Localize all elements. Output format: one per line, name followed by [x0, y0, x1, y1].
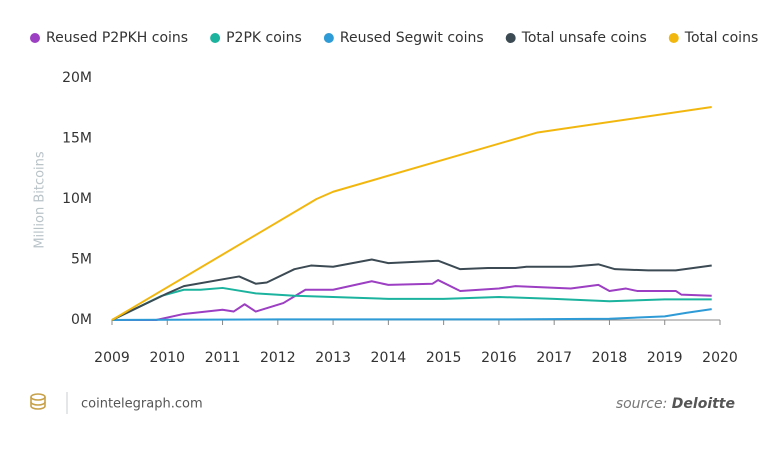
- x-tick-label: 2013: [315, 350, 351, 366]
- site-name: cointelegraph.com: [81, 397, 203, 412]
- y-axis-label: Million Bitcoins: [33, 151, 48, 249]
- legend-label: Reused P2PKH coins: [46, 30, 188, 46]
- legend-label: Reused Segwit coins: [340, 30, 484, 46]
- logo: [30, 393, 46, 410]
- legend-label: Total unsafe coins: [521, 30, 647, 46]
- legend-swatch: [210, 33, 221, 43]
- series-line: [112, 279, 712, 321]
- x-tick-label: 2009: [94, 350, 130, 366]
- x-tick-label: 2020: [702, 350, 738, 366]
- x-tick-label: 2019: [647, 350, 683, 366]
- source: source: Deloitte: [616, 396, 735, 412]
- x-tick-label: 2018: [592, 350, 628, 366]
- x-tick-label: 2015: [426, 350, 462, 366]
- x-tick-label: 2016: [481, 350, 517, 366]
- x-tick-label: 2011: [205, 350, 241, 366]
- y-tick-label: 5M: [71, 252, 92, 268]
- legend-swatch: [323, 33, 334, 43]
- y-tick-label: 10M: [62, 191, 92, 207]
- x-tick-label: 2012: [260, 350, 296, 366]
- legend-swatch: [505, 33, 516, 43]
- legend-swatch: [30, 33, 40, 43]
- legend-swatch: [668, 33, 679, 43]
- x-tick-label: 2010: [149, 350, 185, 366]
- series-line: [111, 258, 712, 321]
- legend-label: Total coins: [684, 30, 758, 46]
- x-tick-label: 2017: [536, 350, 572, 366]
- y-tick-label: 20M: [62, 70, 92, 86]
- source-name: Deloitte: [672, 396, 735, 412]
- legend-label: P2PK coins: [226, 30, 302, 46]
- y-tick-label: 0M: [71, 312, 92, 328]
- x-tick-label: 2014: [371, 350, 407, 366]
- series-line: [111, 308, 712, 321]
- series-line: [111, 106, 712, 321]
- series-line: [111, 286, 712, 321]
- source-prefix: source:: [616, 396, 668, 412]
- y-tick-label: 15M: [62, 131, 92, 147]
